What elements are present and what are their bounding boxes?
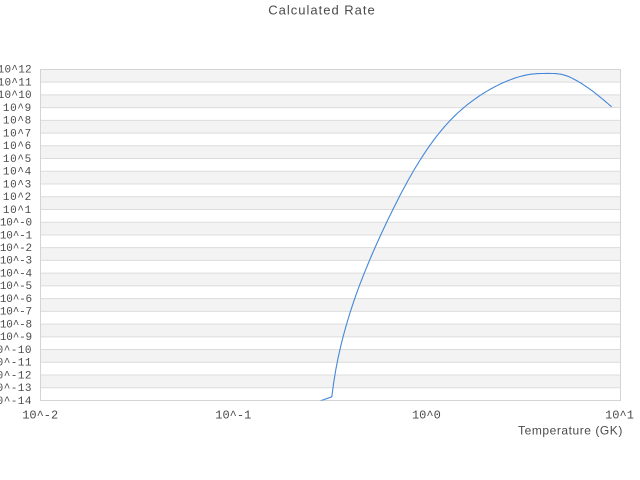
svg-text:10^-12: 10^-12 xyxy=(0,370,32,382)
svg-text:10^10: 10^10 xyxy=(0,90,32,102)
svg-text:10^-9: 10^-9 xyxy=(0,332,32,344)
svg-text:10^-14: 10^-14 xyxy=(0,396,32,408)
svg-text:10^-2: 10^-2 xyxy=(0,243,32,255)
svg-text:10^0: 10^0 xyxy=(412,408,441,422)
svg-text:10^11: 10^11 xyxy=(0,77,32,89)
svg-text:10^-11: 10^-11 xyxy=(0,358,32,370)
svg-text:10^-7: 10^-7 xyxy=(0,307,32,319)
svg-text:10^3: 10^3 xyxy=(3,179,32,191)
svg-text:10^2: 10^2 xyxy=(3,192,32,204)
svg-text:Temperature (GK): Temperature (GK) xyxy=(518,424,623,438)
svg-text:10^9: 10^9 xyxy=(3,103,32,115)
svg-text:10^-2: 10^-2 xyxy=(22,408,58,422)
svg-text:10^8: 10^8 xyxy=(3,116,32,128)
svg-text:10^6: 10^6 xyxy=(3,141,32,153)
svg-text:10^-1: 10^-1 xyxy=(0,230,32,242)
svg-text:10^-10: 10^-10 xyxy=(0,345,32,357)
svg-text:10^-8: 10^-8 xyxy=(0,319,32,331)
svg-text:10^1: 10^1 xyxy=(605,408,634,422)
svg-text:10^-3: 10^-3 xyxy=(0,256,32,268)
svg-text:10^-0: 10^-0 xyxy=(0,218,32,230)
svg-text:10^-5: 10^-5 xyxy=(0,281,32,293)
svg-text:Calculated Rate: Calculated Rate xyxy=(268,3,376,18)
svg-text:10^5: 10^5 xyxy=(3,154,32,166)
svg-text:10^-1: 10^-1 xyxy=(215,408,251,422)
svg-text:10^7: 10^7 xyxy=(3,128,32,140)
svg-text:10^1: 10^1 xyxy=(3,205,32,217)
svg-text:10^4: 10^4 xyxy=(3,167,32,179)
svg-text:10^-6: 10^-6 xyxy=(0,294,32,306)
svg-text:10^12: 10^12 xyxy=(0,65,32,77)
svg-text:10^-13: 10^-13 xyxy=(0,383,32,395)
svg-text:10^-4: 10^-4 xyxy=(0,268,32,280)
